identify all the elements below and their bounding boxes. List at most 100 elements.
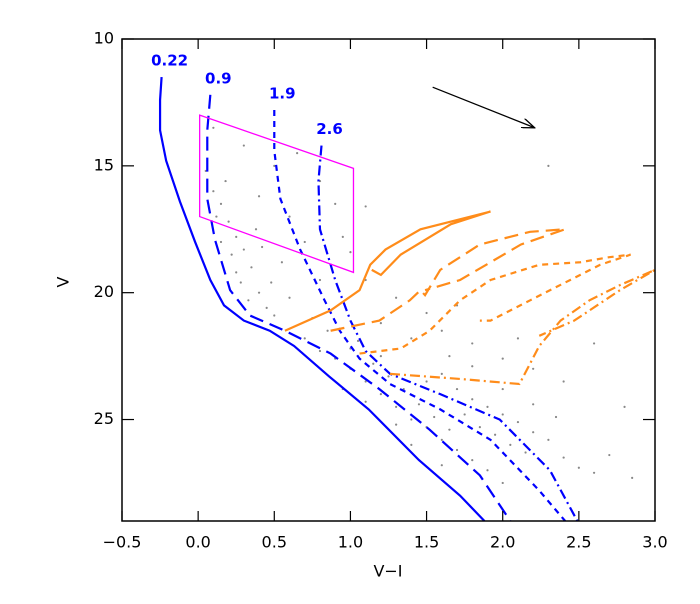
star-point (212, 190, 215, 193)
x-tick-label: 0.5 (262, 533, 287, 552)
star-point (296, 152, 299, 155)
isochrone-label: 1.9 (269, 85, 296, 103)
star-point (631, 476, 634, 479)
star-point (235, 235, 238, 238)
star-point (440, 372, 443, 375)
reddening-arrow (432, 86, 535, 128)
star-point (215, 215, 218, 218)
star-point (395, 405, 398, 408)
x-tick-label: 2.5 (566, 533, 591, 552)
star-point (547, 164, 550, 167)
selection-box (199, 114, 355, 274)
isochrone (317, 145, 579, 521)
star-point (261, 245, 264, 249)
star-point (224, 179, 227, 183)
star-point (471, 342, 474, 345)
star-point (318, 278, 322, 282)
star-point (516, 420, 520, 424)
star-point (254, 228, 258, 231)
star-point (387, 375, 390, 378)
star-point (356, 339, 360, 342)
star-point (509, 443, 512, 446)
star-point (273, 164, 276, 167)
star-point (562, 456, 565, 459)
star-point (235, 271, 238, 274)
star-point (592, 342, 596, 345)
star-point (562, 380, 565, 383)
star-point (239, 281, 242, 284)
star-point (455, 448, 459, 452)
star-point (341, 235, 344, 238)
isochrone (158, 76, 486, 521)
isochrone (359, 253, 631, 355)
star-point (623, 405, 626, 408)
star-point (592, 471, 596, 474)
star-point (219, 240, 223, 244)
star-point (501, 357, 504, 360)
x-tick-label: 0.0 (185, 533, 210, 552)
star-point (494, 433, 497, 436)
star-point (440, 438, 443, 441)
star-point (524, 451, 527, 454)
isochrone (273, 110, 566, 521)
star-point (212, 126, 215, 129)
star-point (379, 355, 382, 358)
star-point (273, 314, 276, 317)
isochrone (206, 94, 512, 521)
star-point (501, 413, 504, 416)
star-point (364, 205, 367, 208)
star-point (463, 413, 466, 416)
star-point (257, 291, 261, 294)
star-point (257, 195, 261, 198)
star-point (364, 380, 367, 383)
star-point (440, 329, 443, 332)
star-point (425, 380, 428, 383)
star-point (364, 400, 367, 403)
star-point (577, 466, 580, 469)
star-point (250, 266, 253, 269)
star-point (219, 202, 223, 205)
star-point (455, 387, 459, 391)
star-point (417, 403, 421, 406)
star-point (486, 469, 489, 472)
star-point (410, 418, 413, 421)
y-tick-label: 25 (94, 409, 114, 428)
x-tick-label: −0.5 (103, 533, 142, 552)
star-point (410, 337, 413, 340)
star-point (501, 481, 504, 485)
star-point (303, 240, 306, 244)
star-point (379, 393, 382, 396)
star-point (478, 426, 481, 429)
isochrone-label: 0.22 (151, 52, 188, 70)
star-point (547, 438, 550, 441)
x-tick-label: 1.5 (414, 533, 439, 552)
star-point (227, 220, 230, 223)
star-point (532, 367, 535, 370)
star-point (532, 431, 535, 434)
star-point (242, 248, 245, 251)
isochrone (284, 210, 491, 332)
star-point (554, 415, 558, 419)
isochrone-label: 0.9 (205, 69, 232, 87)
star-point (280, 261, 283, 264)
star-point (288, 296, 291, 299)
isochrone-label: 2.6 (316, 120, 343, 138)
star-point (230, 253, 233, 256)
star-point (608, 453, 611, 457)
star-point (247, 299, 250, 302)
x-tick-label: 1.0 (338, 533, 363, 552)
star-point (516, 337, 520, 340)
star-point (326, 329, 329, 332)
star-point (486, 405, 489, 408)
star-point (501, 387, 504, 391)
star-point (288, 215, 291, 218)
x-tick-label: 3.0 (642, 533, 667, 552)
x-axis-label: V−I (373, 562, 402, 581)
star-point (270, 281, 273, 284)
star-point (303, 337, 306, 340)
star-point (242, 144, 245, 147)
star-point (471, 398, 474, 401)
y-tick-label: 20 (94, 282, 114, 301)
star-point (471, 365, 474, 368)
